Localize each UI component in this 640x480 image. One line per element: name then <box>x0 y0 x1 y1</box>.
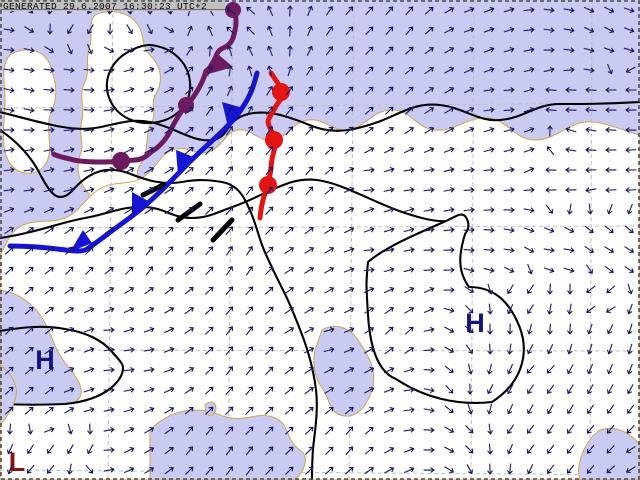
svg-text:H: H <box>465 308 485 338</box>
svg-text:GENERATED 29.6.2007 16:30:23 U: GENERATED 29.6.2007 16:30:23 UTC+2 <box>3 1 207 12</box>
